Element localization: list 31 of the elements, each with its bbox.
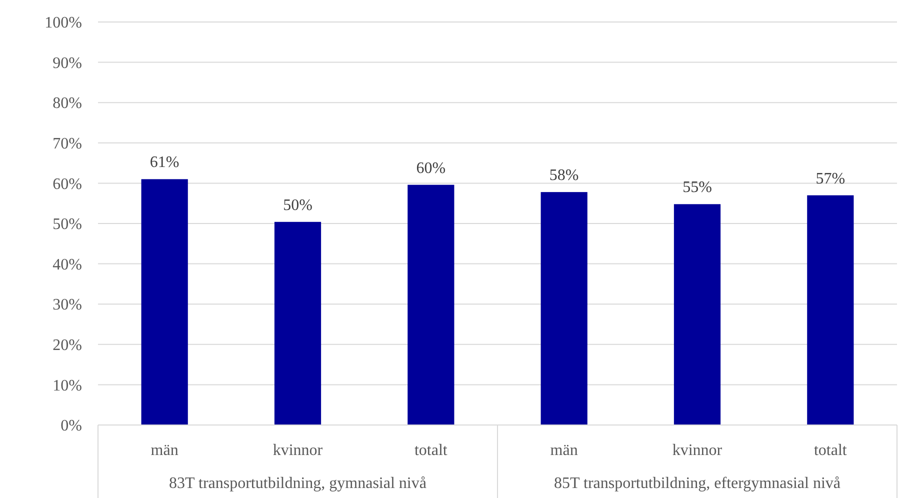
data-label: 58% bbox=[549, 167, 579, 184]
bar bbox=[274, 222, 322, 425]
bar bbox=[540, 192, 588, 425]
y-tick-label: 60% bbox=[52, 176, 82, 193]
bar bbox=[807, 195, 854, 425]
y-tick-label: 20% bbox=[52, 337, 82, 354]
x-tick-label: kvinnor bbox=[672, 442, 723, 459]
x-tick-label: totalt bbox=[414, 442, 448, 459]
y-tick-label: 70% bbox=[52, 136, 82, 152]
data-label: 60% bbox=[416, 160, 446, 177]
x-tick-label: totalt bbox=[814, 442, 848, 459]
data-label: 50% bbox=[283, 196, 312, 214]
x-tick-label: män bbox=[550, 442, 578, 459]
bar bbox=[408, 184, 454, 425]
y-tick-label: 30% bbox=[52, 296, 82, 314]
y-tick-label: 80% bbox=[52, 95, 82, 112]
data-label: 61% bbox=[150, 154, 180, 172]
text: 85T transportutbildning, eftergymnasial nivå bbox=[554, 475, 840, 492]
text: 83T transportutbildning, gymnasial nivå bbox=[169, 475, 426, 492]
y-tick-label: 10% bbox=[52, 377, 82, 394]
y-tick-label: 40% bbox=[52, 256, 82, 274]
y-tick-label: 100% bbox=[44, 14, 82, 32]
y-tick-label: 50% bbox=[52, 216, 82, 234]
data-label: 57% bbox=[816, 170, 846, 188]
y-tick-label: 0% bbox=[60, 418, 82, 435]
x-tick-label: män bbox=[150, 442, 178, 459]
bar bbox=[141, 179, 188, 425]
x-tick-label: kvinnor bbox=[272, 442, 324, 459]
bar bbox=[674, 204, 721, 425]
data-label: 55% bbox=[682, 179, 712, 196]
y-tick-label: 90% bbox=[52, 54, 82, 72]
